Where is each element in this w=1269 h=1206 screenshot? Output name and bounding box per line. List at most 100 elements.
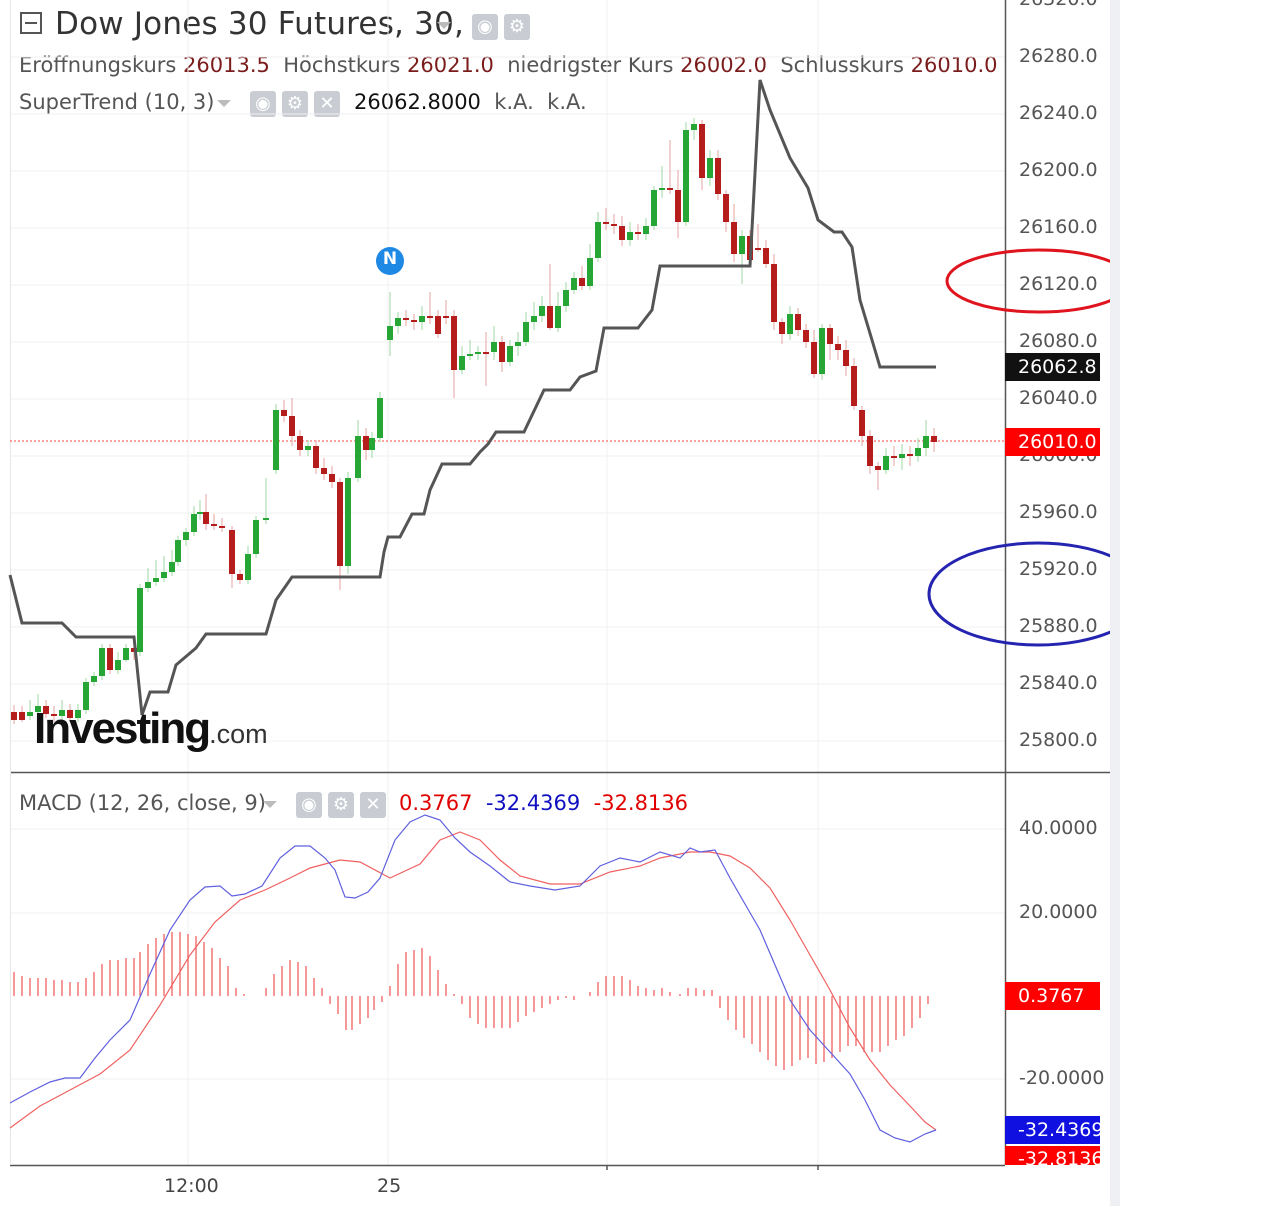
candle-body[interactable]: [345, 478, 351, 566]
supertrend-name[interactable]: SuperTrend (10, 3): [19, 90, 215, 114]
candle-body[interactable]: [875, 466, 881, 470]
candle-body[interactable]: [245, 554, 251, 580]
candle-body[interactable]: [297, 436, 303, 450]
candle-body[interactable]: [819, 328, 825, 374]
candle-body[interactable]: [699, 124, 705, 178]
candle-body[interactable]: [377, 398, 383, 438]
candle-body[interactable]: [507, 346, 513, 362]
candle-body[interactable]: [169, 562, 175, 572]
candle-body[interactable]: [499, 342, 505, 362]
candle-body[interactable]: [483, 352, 489, 354]
candle-body[interactable]: [547, 306, 553, 328]
candle-body[interactable]: [115, 660, 121, 670]
candle-body[interactable]: [211, 524, 217, 526]
candle-body[interactable]: [771, 264, 777, 322]
candle-body[interactable]: [191, 514, 197, 532]
candle-body[interactable]: [595, 222, 601, 258]
candle-body[interactable]: [931, 436, 937, 442]
candle-body[interactable]: [603, 222, 609, 224]
candle-body[interactable]: [651, 190, 657, 226]
supertrend-line[interactable]: [8, 79, 936, 716]
macd-close-icon[interactable]: ✕: [360, 792, 386, 818]
candle-body[interactable]: [811, 342, 817, 374]
candle-body[interactable]: [27, 712, 33, 716]
candle-body[interactable]: [835, 344, 841, 350]
candle-body[interactable]: [779, 322, 785, 334]
candle-body[interactable]: [883, 456, 889, 470]
candle-body[interactable]: [587, 258, 593, 286]
candle-body[interactable]: [35, 706, 41, 712]
candle-body[interactable]: [739, 236, 745, 254]
candle-body[interactable]: [675, 190, 681, 222]
candle-body[interactable]: [219, 526, 225, 528]
candle-body[interactable]: [467, 354, 473, 356]
candle-body[interactable]: [531, 316, 537, 322]
candle-body[interactable]: [915, 448, 921, 456]
candle-body[interactable]: [99, 648, 105, 676]
chart-area[interactable]: [0, 0, 1110, 1170]
candle-body[interactable]: [75, 710, 81, 718]
candle-body[interactable]: [659, 188, 665, 190]
macd-gear-icon[interactable]: ⚙: [328, 792, 354, 818]
candle-body[interactable]: [899, 454, 905, 458]
candle-body[interactable]: [523, 322, 529, 342]
candle-body[interactable]: [579, 278, 585, 286]
collapse-icon[interactable]: [20, 12, 42, 34]
candle-body[interactable]: [83, 682, 89, 710]
candle-body[interactable]: [643, 226, 649, 234]
price-chart[interactable]: [0, 0, 1110, 1170]
candle-body[interactable]: [459, 356, 465, 370]
candle-body[interactable]: [443, 316, 449, 318]
candle-body[interactable]: [329, 474, 335, 482]
candle-body[interactable]: [91, 676, 97, 682]
candle-body[interactable]: [19, 712, 25, 720]
macd-name[interactable]: MACD (12, 26, close, 9): [19, 791, 266, 815]
candle-body[interactable]: [515, 342, 521, 346]
candle-body[interactable]: [427, 316, 433, 318]
candle-body[interactable]: [731, 222, 737, 254]
supertrend-gear-icon[interactable]: ⚙: [282, 91, 308, 117]
macd-signal-line[interactable]: [9, 831, 937, 1131]
candle-body[interactable]: [107, 648, 113, 670]
candle-body[interactable]: [611, 224, 617, 226]
eye-icon[interactable]: ◉: [472, 14, 498, 40]
scrollbar-gutter[interactable]: [1110, 0, 1120, 1206]
candle-body[interactable]: [803, 330, 809, 342]
candle-body[interactable]: [707, 158, 713, 178]
candle-body[interactable]: [11, 712, 17, 720]
candle-body[interactable]: [723, 194, 729, 222]
candle-body[interactable]: [667, 188, 673, 190]
supertrend-close-icon[interactable]: ✕: [314, 91, 340, 117]
candle-body[interactable]: [153, 578, 159, 582]
candle-body[interactable]: [795, 314, 801, 330]
macd-legend[interactable]: MACD (12, 26, close, 9): [19, 791, 266, 815]
candle-body[interactable]: [263, 518, 269, 520]
supertrend-legend[interactable]: SuperTrend (10, 3): [19, 90, 215, 114]
candle-body[interactable]: [313, 446, 319, 468]
candle-body[interactable]: [203, 512, 209, 524]
candle-body[interactable]: [229, 530, 235, 574]
candle-body[interactable]: [891, 456, 897, 458]
candle-body[interactable]: [145, 582, 151, 588]
macd-chevron-down-icon[interactable]: [263, 801, 277, 808]
candles[interactable]: [11, 118, 937, 724]
candle-body[interactable]: [273, 410, 279, 470]
candle-body[interactable]: [411, 320, 417, 322]
candle-body[interactable]: [867, 436, 873, 466]
macd-eye-icon[interactable]: ◉: [296, 792, 322, 818]
candle-body[interactable]: [635, 232, 641, 234]
candle-body[interactable]: [451, 316, 457, 370]
supertrend-eye-icon[interactable]: ◉: [250, 91, 276, 117]
candle-body[interactable]: [137, 588, 143, 652]
candle-body[interactable]: [175, 540, 181, 562]
candle-body[interactable]: [555, 306, 561, 328]
candle-body[interactable]: [355, 436, 361, 478]
candle-body[interactable]: [321, 468, 327, 474]
candle-body[interactable]: [683, 130, 689, 222]
candle-body[interactable]: [419, 316, 425, 322]
candle-body[interactable]: [183, 532, 189, 540]
candle-body[interactable]: [787, 314, 793, 334]
supertrend-chevron-down-icon[interactable]: [217, 100, 231, 107]
candle-body[interactable]: [305, 446, 311, 450]
candle-body[interactable]: [619, 226, 625, 240]
